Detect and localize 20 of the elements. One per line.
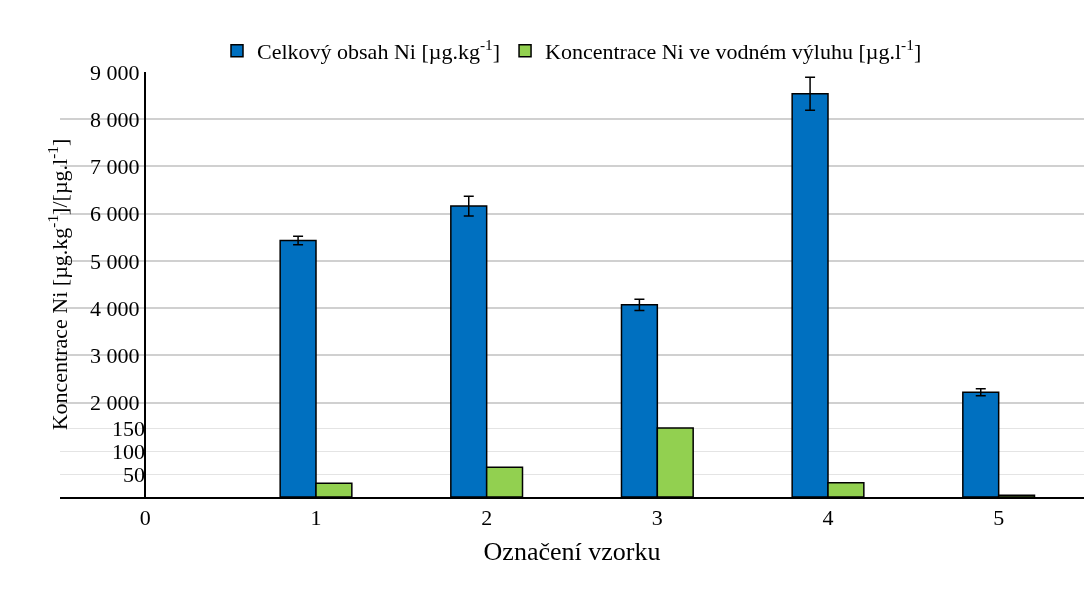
x-tick-label: 3 (651, 505, 663, 531)
y-tick-label: 8 000 (90, 106, 140, 132)
x-tick-label: 0 (139, 505, 151, 531)
y-tick-label: 5 000 (90, 248, 140, 274)
y2-tick-label: 100 (111, 438, 145, 464)
x-tick-label: 5 (993, 505, 1005, 531)
y-tick-label: 9 000 (90, 59, 140, 85)
x-tick-label: 4 (822, 505, 834, 531)
y2-tick-label: 50 (122, 461, 145, 487)
y-tick-label: 7 000 (90, 154, 140, 180)
legend-label: Koncentrace Ni ve vodném výluhu [µg.l$^{-1}$] (545, 36, 922, 65)
y-tick-label: 4 000 (90, 295, 140, 321)
y-tick-label: 6 000 (90, 201, 140, 227)
y-tick-label: 3 000 (90, 343, 140, 369)
x-tick-label: 1 (310, 505, 322, 531)
y2-tick-label: 150 (111, 415, 145, 441)
y-tick-label: 2 000 (90, 390, 140, 416)
x-axis-title: Označení vzorku (483, 536, 661, 566)
x-tick-label: 2 (481, 505, 493, 531)
legend-label: Celkový obsah Ni [µg.kg$^{-1}$] (257, 36, 501, 65)
